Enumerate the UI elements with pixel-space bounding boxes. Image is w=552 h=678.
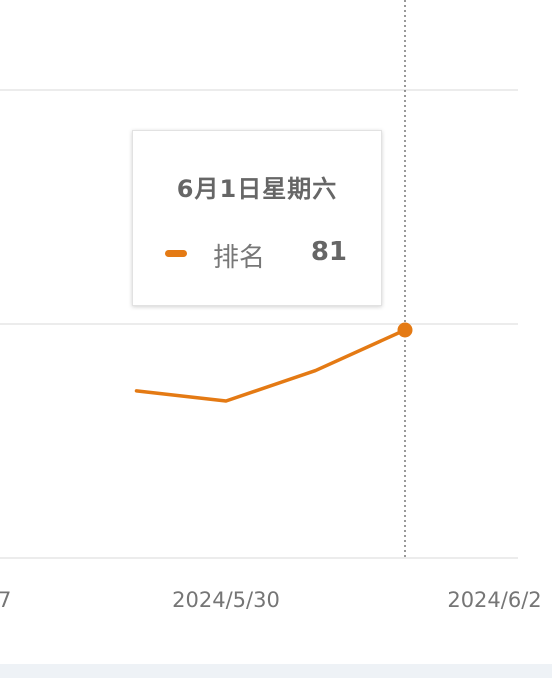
tooltip-value: 81	[310, 237, 347, 267]
tooltip-title: 6月1日星期六	[176, 175, 338, 203]
tooltip-series-label: 排名	[213, 243, 266, 273]
tooltip-series-swatch	[165, 250, 187, 257]
series-point-highlight	[397, 322, 413, 338]
bottom-scroll-strip	[0, 664, 552, 678]
x-tick-label: 2024/5/30	[172, 588, 280, 612]
tooltip: 6月1日星期六 排名 81	[132, 130, 382, 306]
series-line-ranking	[134, 328, 407, 403]
x-tick-label: 2024/5/27	[0, 588, 11, 612]
x-tick-label: 2024/6/2	[447, 588, 541, 612]
